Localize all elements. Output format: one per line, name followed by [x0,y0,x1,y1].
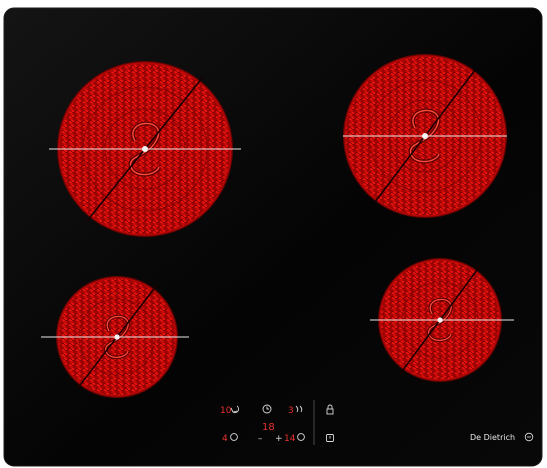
control-panel: 10 3 18 4 – + 14 [220,400,334,445]
minus-button[interactable]: – [258,434,263,444]
lock-icon[interactable] [326,404,334,415]
heat-icon[interactable] [295,405,303,413]
zone-display-front-right: 14 [284,434,296,444]
zone-display-front-left: 4 [222,434,228,444]
round-zone-icon-right[interactable] [297,433,305,441]
brand-logo: De Dietrich [470,432,534,442]
plus-button[interactable]: + [275,434,283,444]
cooking-zone-rear-left [49,61,241,237]
power-icon[interactable] [326,434,334,442]
timer-display: 18 [262,422,275,433]
dedietrich-logo-icon [524,432,534,442]
cooking-zone-rear-right [343,54,507,218]
cooking-zone-front-right [370,258,514,382]
round-zone-icon[interactable] [230,433,238,441]
zone-display-rear-right: 3 [288,406,294,416]
zone-display-rear-left: 10 [220,406,232,416]
cooking-zone-front-left [41,276,189,398]
clock-icon[interactable] [262,404,272,414]
left-arrow-icon[interactable] [230,405,239,413]
brand-name: De Dietrich [470,433,515,442]
